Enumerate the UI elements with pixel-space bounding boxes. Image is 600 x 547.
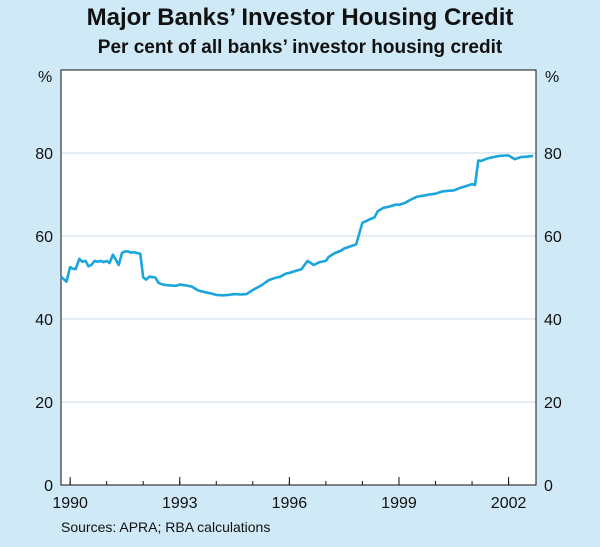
- chart-title: Major Banks’ Investor Housing Credit: [86, 4, 514, 31]
- x-tick-label: 1996: [272, 495, 308, 512]
- plot-area: [61, 70, 536, 485]
- y-tick-label-right: 0: [544, 478, 553, 495]
- chart-subtitle: Per cent of all banks’ investor housing …: [97, 37, 503, 58]
- y-tick-label-right: 60: [544, 229, 562, 246]
- y-axis-right: 0 20 40 60 80: [544, 146, 562, 495]
- y-tick-label-left: 60: [35, 229, 53, 246]
- y-axis-left: 0 20 40 60 80: [35, 146, 53, 495]
- y-tick-label-left: 40: [35, 312, 53, 329]
- gridlines: [61, 152, 536, 403]
- series-group: [60, 154, 534, 297]
- y-tick-label-right: 20: [544, 395, 562, 412]
- x-tick-label: 2002: [491, 495, 527, 512]
- x-tick-label: 1990: [52, 495, 88, 512]
- y-tick-label-left: 20: [35, 395, 53, 412]
- y-tick-label-left: 80: [35, 146, 53, 163]
- x-axis: 1990 1993 1996 1999 2002: [52, 477, 526, 512]
- x-tick-label: 1999: [381, 495, 417, 512]
- series-line: [60, 154, 534, 297]
- y-tick-label-left: 0: [44, 478, 53, 495]
- y-tick-label-right: 80: [544, 146, 562, 163]
- y-axis-label-left: %: [38, 69, 52, 86]
- source-note: Sources: APRA; RBA calculations: [61, 519, 271, 535]
- x-tick-label: 1993: [162, 495, 198, 512]
- y-axis-label-right: %: [545, 69, 559, 86]
- y-tick-label-right: 40: [544, 312, 562, 329]
